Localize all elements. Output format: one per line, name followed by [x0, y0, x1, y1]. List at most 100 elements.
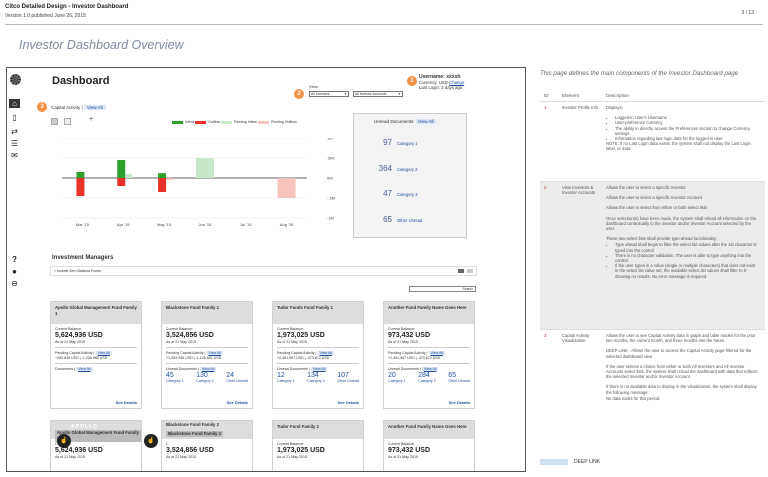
desc-para: These two select lists shall provide typ… [606, 236, 718, 242]
documents-view-all[interactable]: View All [76, 367, 93, 372]
unread-row[interactable]: 47 Category 3 [376, 189, 417, 198]
balance-amount: 1,973,025 USD [277, 331, 325, 339]
help-icon[interactable]: ? [12, 255, 17, 264]
unread-view-all[interactable]: View All [415, 119, 436, 124]
include-zero-label: Include Zero Balance Funds [57, 269, 101, 273]
mail-icon[interactable]: ✉ [11, 151, 18, 160]
chart-view-icon[interactable] [51, 118, 58, 125]
user-icon[interactable]: ● [12, 267, 17, 276]
fund-overlay-title: Blackstone Fund Family 2 [166, 431, 224, 437]
deep-link-legend: DEEP LINK [574, 459, 601, 465]
desc-bullet: Information regarding last login date fo… [615, 136, 758, 141]
y-tick-label: -1M [327, 216, 334, 221]
add-icon[interactable]: + [89, 116, 94, 123]
doc-title: Citco Detailed Design - Investor Dashboa… [5, 4, 129, 10]
balance-label: Current Balance: [166, 327, 193, 331]
change-currency-link[interactable]: Change [449, 80, 465, 85]
home-icon[interactable]: ⌂ [9, 99, 20, 108]
row-id: 2 [544, 185, 547, 190]
as-of-date: As of 21 May 2015 [166, 454, 196, 459]
pending-activity-label: Pending Capital Activity [388, 351, 426, 356]
see-details-link[interactable]: See Details [448, 400, 470, 405]
capital-activity-chart: 1M .5M 0M -.5M -1M Mar '15 Apr '15 May '15 Jun '… [62, 138, 335, 227]
list-view-icon[interactable] [467, 269, 473, 273]
pending-view-all[interactable]: View All [95, 351, 113, 356]
unread-count: 47 [383, 189, 392, 198]
transfer-icon[interactable]: ⇄ [11, 127, 18, 136]
document-icon[interactable]: ▯ [12, 113, 17, 122]
row-id: 1 [544, 105, 547, 110]
unread-docs-view-all[interactable]: View All [310, 367, 328, 372]
unread-docs-label: Unread Documents [388, 367, 419, 372]
dashboard-mockup: ⌂ ▯ ⇄ ☰ ✉ ? ● ⊖ Dashboard 2 View: All In… [6, 67, 526, 472]
unread-docs-label: Unread Documents [277, 367, 308, 372]
unread-docs-view-all[interactable]: View All [199, 367, 217, 372]
pending-view-all[interactable]: View All [428, 351, 446, 356]
see-details-link[interactable]: See Details [337, 400, 359, 405]
chart-bar [158, 173, 167, 178]
legend-outflow: Outflow [208, 120, 221, 124]
chart-bar [76, 178, 85, 196]
desc-para: Allows the user to see Capital Activity … [606, 333, 756, 344]
unread-row[interactable]: 364 Category 2 [376, 164, 418, 173]
unread-count: 364 [378, 164, 392, 173]
doc-count[interactable]: 12 Category 1 [277, 372, 295, 383]
balance-amount: 1,973,025 USD [277, 446, 325, 454]
capital-activity-label: Capital Activity [51, 105, 81, 110]
fund-card[interactable]: Tudor Fund Family 2 Current Balance: 1,97… [272, 420, 364, 471]
see-details-link[interactable]: See Details [115, 400, 137, 405]
desc-bullet: User-preference currency [615, 120, 758, 125]
balance-label: Current Balance: [388, 327, 415, 331]
doc-count[interactable]: 134 Category 2 [307, 372, 325, 383]
logo-icon [10, 74, 21, 85]
currency: Currency: USD [419, 80, 448, 85]
include-zero-balance-toggle[interactable]: ○ Include Zero Balance Funds [50, 266, 477, 276]
pending-inflow-swatch [221, 120, 232, 124]
account-select[interactable]: All Investor Accounts ▼ [353, 91, 403, 97]
fund-card[interactable]: Apollo Global Management Fund Family 1 C… [50, 301, 142, 409]
investor-select-value: All Investors [311, 92, 330, 96]
desc-bullet: The ability to directly access the Prefe… [615, 126, 758, 136]
logout-icon[interactable]: ⊖ [11, 279, 18, 288]
fund-card[interactable]: Apollo Global Management Fund Family 2 A… [50, 420, 142, 471]
list-icon[interactable]: ☰ [10, 139, 19, 148]
doc-count[interactable]: 107 Other Unread [337, 371, 359, 383]
fund-card[interactable]: Blackstone Fund Family 2 Blackstone Fund… [161, 420, 253, 471]
doc-count[interactable]: 65 Other Unread [448, 372, 470, 383]
doc-count-value: 107 [337, 371, 349, 379]
desc-para: DEEP LINK - Allows the user to access th… [606, 348, 752, 359]
spec-row-1: 1 Investor Profile Info Displays: Logged… [540, 101, 765, 181]
grid-view-icon[interactable] [458, 269, 464, 273]
doc-count[interactable]: 284 Category 2 [418, 372, 436, 383]
pending-view-all[interactable]: View All [317, 351, 335, 356]
table-view-icon[interactable] [64, 118, 71, 125]
doc-count[interactable]: 24 Other Unread [226, 372, 248, 383]
fund-card[interactable]: Another Fund Family Name Goes Here Curre… [383, 301, 475, 409]
spec-row-2: 2 View Investors & Investor Accounts All… [540, 181, 765, 329]
capital-activity-view-all[interactable]: View All [83, 105, 106, 110]
search-input[interactable]: Search [409, 286, 476, 292]
investor-select[interactable]: All Investors ▼ [309, 91, 349, 97]
fund-card[interactable]: Blackstone Fund Family 1 Current Balance… [161, 301, 253, 409]
row-id: 3 [544, 333, 547, 338]
unread-row[interactable]: 65 Other Unread [376, 215, 422, 224]
balance-amount: 5,624,936 USD [55, 331, 103, 339]
doc-count[interactable]: 45 Category 1 [166, 372, 184, 383]
documents-label: Documents [55, 367, 74, 372]
see-details-link[interactable]: See Details [226, 400, 248, 405]
unread-docs-view-all[interactable]: View All [421, 367, 439, 372]
fund-header: Blackstone Fund Family 2 Blackstone Fund… [162, 421, 252, 439]
balance-amount: 3,524,856 USD [166, 446, 214, 454]
deep-link-swatch [540, 459, 568, 465]
hand-cursor-icon: ☝ [57, 434, 71, 448]
doc-count[interactable]: 130 Category 2 [196, 372, 214, 383]
pending-view-all[interactable]: View All [206, 351, 224, 356]
investment-managers-title: Investment Managers [52, 255, 114, 261]
unread-row[interactable]: 97 Category 1 [376, 138, 417, 147]
doc-count-label: Other Unread [448, 378, 470, 383]
fund-card[interactable]: Another Fund Family Name Goes Here Curre… [383, 420, 475, 471]
doc-count[interactable]: 20 Category 1 [388, 372, 406, 383]
unread-title: Unread Documents [374, 119, 414, 124]
y-tick-label: .5M [327, 156, 334, 161]
fund-card[interactable]: Tudor Funds Fund Family 1 Current Balanc… [272, 301, 364, 409]
